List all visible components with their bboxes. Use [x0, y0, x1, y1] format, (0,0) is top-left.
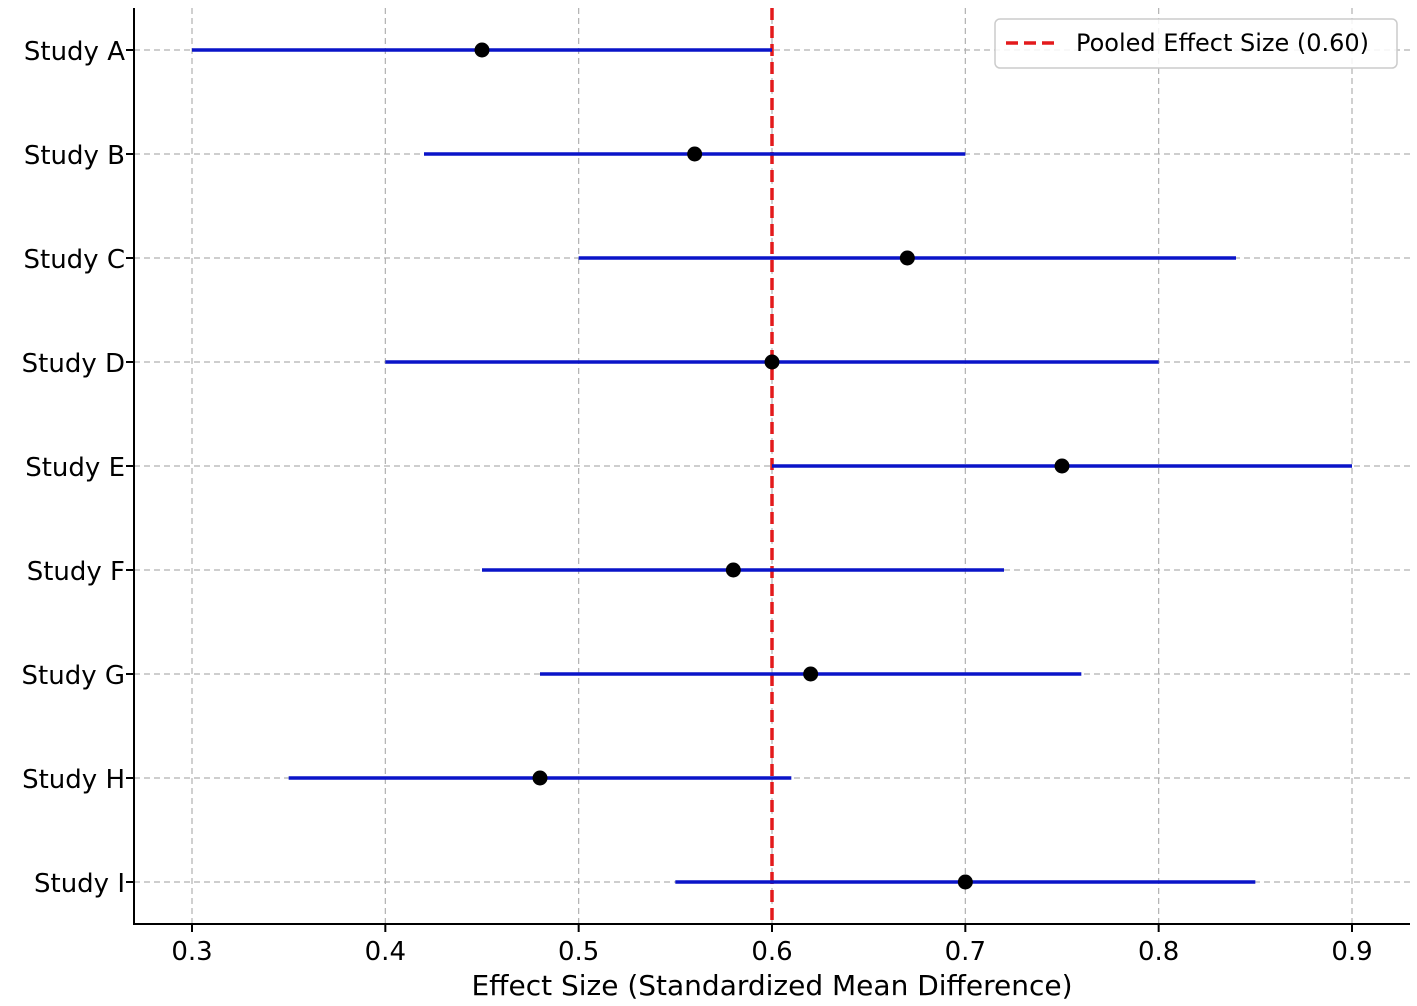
study-label: Study C — [24, 245, 126, 275]
x-tick-label: 0.3 — [171, 937, 212, 967]
study-label: Study E — [25, 453, 125, 483]
study-label: Study F — [27, 557, 125, 587]
study-label: Study G — [22, 661, 125, 691]
study-effect-point — [532, 770, 548, 786]
tick-layer: 0.3 0.4 0.5 0.6 0.7 0.8 0.9 Study A Study B Study… — [22, 37, 1373, 967]
legend-pooled-label: Pooled Effect Size (0.60) — [1076, 29, 1369, 57]
study-label: Study D — [22, 349, 125, 379]
study-effect-point — [1054, 458, 1070, 474]
legend-box — [994, 18, 1398, 69]
study-effect-point — [957, 874, 973, 890]
study-label: Study B — [24, 141, 125, 171]
study-effect-point — [764, 354, 780, 370]
x-tick-label: 0.8 — [1138, 937, 1179, 967]
point-layer — [474, 42, 1070, 890]
study-label: Study I — [34, 869, 125, 899]
x-tick-label: 0.4 — [365, 937, 406, 967]
x-tick-label: 0.9 — [1331, 937, 1372, 967]
study-label: Study A — [24, 37, 125, 67]
study-effect-point — [474, 42, 490, 58]
study-effect-point — [803, 666, 819, 682]
study-label: Study H — [22, 765, 125, 795]
x-tick-label: 0.5 — [558, 937, 599, 967]
x-tick-label: 0.6 — [751, 937, 792, 967]
x-axis-title: Effect Size (Standardized Mean Differenc… — [471, 969, 1072, 1002]
study-effect-point — [687, 146, 703, 162]
study-effect-point — [725, 562, 741, 578]
study-effect-point — [899, 250, 915, 266]
legend: Pooled Effect Size (0.60) — [994, 18, 1398, 69]
x-tick-label: 0.7 — [945, 937, 986, 967]
